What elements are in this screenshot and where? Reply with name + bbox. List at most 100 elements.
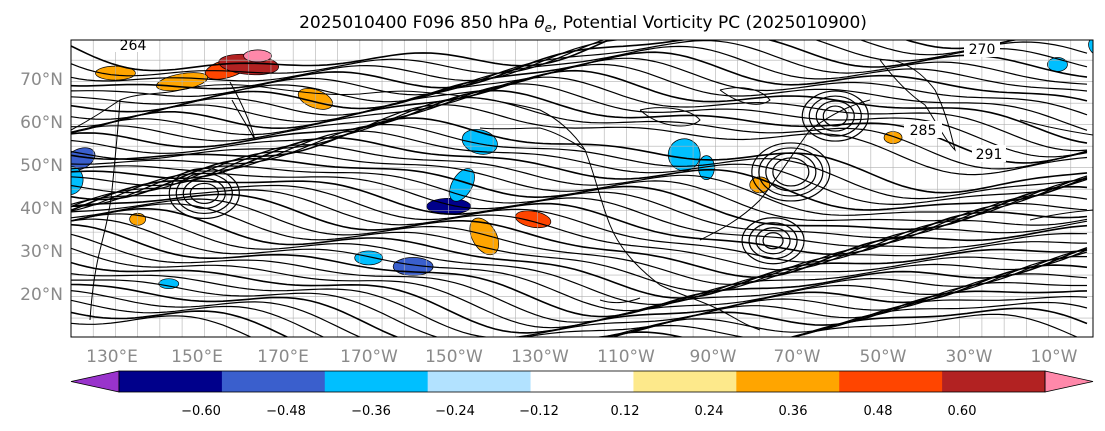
colorbar-bin [633, 371, 737, 392]
theta-e-contour-line [71, 207, 1088, 299]
theta-e-contour-line [71, 40, 1088, 82]
x-tick-label: 130°E [86, 347, 138, 367]
theta-e-contour-line [71, 144, 1088, 216]
colorbar-tick-label: −0.60 [181, 404, 221, 419]
theta-e-closed-contour [755, 227, 791, 255]
contour-label-285: 285 [910, 123, 937, 139]
pv-shading [71, 40, 1093, 290]
colorbar-frame [118, 370, 1046, 393]
theta-e-closed-contour [175, 172, 233, 215]
pv-anomaly-patch [354, 250, 384, 266]
theta-e-closed-contour [762, 232, 784, 250]
theta-e-closed-contour [182, 177, 226, 210]
theta-e-contour-line [71, 189, 1088, 271]
colorbar-tick-label: 0.24 [695, 404, 724, 419]
theta-e-closed-contour [189, 182, 219, 205]
contour-label-291: 291 [976, 147, 1003, 163]
x-tick-label: 50°W [860, 347, 907, 367]
theta-e-contour-line [71, 233, 1088, 323]
theta-e-contour-line [71, 299, 1088, 337]
theta-e-contour-line [71, 184, 1088, 263]
theta-e-contour-line [71, 117, 1088, 194]
pv-anomaly-patch [1047, 57, 1068, 72]
theta-e-contour-line [71, 198, 1088, 285]
colorbar-bin [221, 371, 326, 392]
theta-e-contour-line [71, 96, 1088, 170]
colorbar-tick-label: −0.48 [266, 404, 306, 419]
theta-e-contour-line [71, 313, 1079, 337]
theta-e-contour-line [71, 218, 1088, 312]
x-tick-label: 130°W [511, 347, 569, 367]
theta-e-closed-contour [808, 95, 862, 137]
colorbar-tick-label: 0.36 [779, 404, 808, 419]
theta-e-contour-line [71, 193, 1088, 279]
x-tick-label: 150°W [425, 347, 483, 367]
contour-labels: 264 270 285 291 [112, 38, 1006, 163]
colorbar-tick-label: −0.36 [351, 404, 391, 419]
colorbar-bin [942, 371, 1046, 392]
theta-e-closed-contour [168, 167, 240, 220]
y-tick-label: 40°N [20, 199, 63, 219]
chart-title: 2025010400 F096 850 hPa θe, Potential Vo… [299, 13, 867, 35]
y-tick-label: 60°N [20, 113, 63, 133]
theta-e-contour-line [71, 290, 1088, 337]
theta-e-contour-line [71, 213, 1088, 306]
coastline-asia [71, 84, 421, 321]
pv-anomaly-patch [667, 138, 701, 172]
theta-e-contour-line [71, 273, 1088, 337]
x-tick-label: 170°W [340, 347, 398, 367]
pv-anomaly-patch [243, 49, 272, 63]
theta-e-contour-line [71, 40, 1088, 77]
map-frame [70, 39, 1094, 338]
colorbar-tick-label: 0.48 [864, 404, 893, 419]
x-axis-labels: 130°E 150°E 170°E 170°W 150°W 130°W 110°… [86, 347, 1078, 367]
theta-e-closed-contour [822, 105, 848, 127]
theta-e-contour-line [71, 157, 1088, 231]
map-panel: 264 270 285 291 [70, 38, 1094, 338]
theta-e-contour-line [71, 45, 1088, 105]
x-tick-label: 170°E [257, 347, 309, 367]
colorbar-extend-high [1044, 370, 1094, 393]
pv-anomaly-patch [71, 166, 84, 195]
coastline-europe [1019, 119, 1093, 221]
theta-e-closed-contour [772, 157, 810, 187]
theta-e-contour-line [71, 104, 1088, 176]
x-tick-label: 70°W [774, 347, 821, 367]
coastline-greenland [879, 59, 956, 152]
theta-e-contour-line [71, 123, 1088, 200]
colorbar [70, 370, 1094, 393]
theta-e-contour-line [71, 130, 1088, 206]
colorbar-bin [839, 371, 943, 392]
theta-e-contour-line [71, 150, 1088, 222]
theta-e-contours [71, 40, 1088, 337]
theta-e-contour-line [71, 279, 1087, 337]
y-tick-label: 20°N [20, 285, 63, 305]
colorbar-tick-label: −0.12 [519, 404, 559, 419]
theta-e-closed-contour [815, 100, 855, 132]
theta-e-contour-line [71, 69, 1088, 144]
theta-e-contour-line [71, 307, 1088, 337]
theta-e-contour-line [71, 223, 1088, 318]
theta-e-closed-contour [801, 90, 869, 142]
colorbar-tick-label: −0.24 [435, 404, 475, 419]
y-tick-label: 30°N [20, 242, 63, 262]
y-axis-labels: 70°N 60°N 50°N 40°N 30°N 20°N [20, 70, 63, 305]
colorbar-bin [324, 371, 429, 392]
theta-e-contour-line [71, 83, 1088, 158]
colorbar-bin [119, 371, 223, 392]
x-tick-label: 150°E [171, 347, 223, 367]
x-tick-label: 110°W [597, 347, 655, 367]
theta-e-contour-line [71, 40, 1088, 90]
theta-e-contour-line [71, 40, 1087, 72]
contour-label-264: 264 [120, 38, 147, 54]
theta-e-closed-contour [741, 217, 805, 265]
theta-e-contour-line [71, 76, 1088, 152]
colorbar-bin [530, 371, 634, 392]
x-tick-label: 10°W [1031, 347, 1078, 367]
colorbar-bin [736, 371, 840, 392]
theta-e-contour-line [71, 283, 1088, 337]
colorbar-extend-low [70, 370, 120, 393]
pv-anomaly-patch [1088, 40, 1093, 59]
colorbar-tick-label: 0.12 [611, 404, 640, 419]
